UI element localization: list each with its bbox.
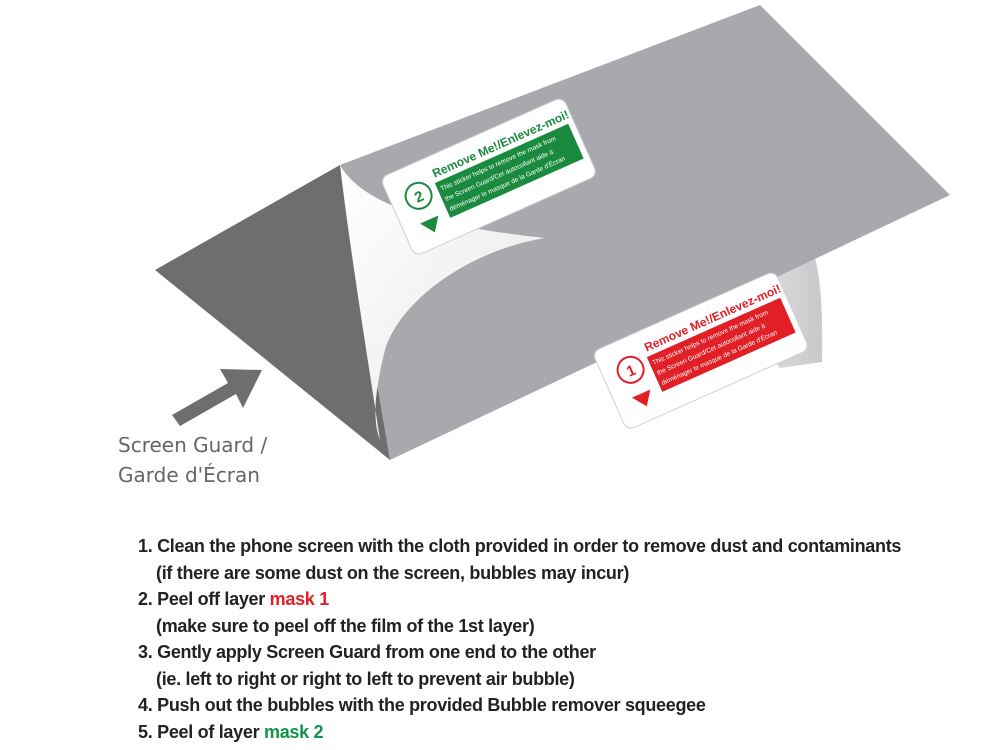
sticker-1-text-box: [646, 297, 796, 392]
sticker-1-number-circle: [616, 355, 645, 384]
caption-line-2: Garde d'Écran: [118, 463, 260, 487]
step-4: 4. Push out the bubbles with the provide…: [138, 695, 706, 715]
step-2: 2. Peel off layer mask 1: [138, 586, 978, 613]
step-1-note: (if there are some dust on the screen, b…: [156, 562, 630, 583]
sticker-1-down-triangle: [632, 389, 651, 407]
pointer-arrow-icon: [172, 369, 262, 426]
step-2-text: 2. Peel off layer: [138, 589, 270, 609]
step-5: 5. Peel of layer mask 2: [138, 719, 978, 746]
peeled-mask-flap: [340, 165, 545, 440]
sticker-2-down-triangle: [420, 215, 439, 233]
step-1: 1. Clean the phone screen with the cloth…: [138, 536, 902, 556]
caption-line-1: Screen Guard /: [118, 433, 268, 457]
step-2-mask-1-highlight: mask 1: [269, 589, 330, 609]
instruction-list: 1. Clean the phone screen with the cloth…: [138, 533, 978, 745]
screen-guard-caption: Screen Guard / Garde d'Écran: [118, 430, 318, 490]
sticker-2-text-box: [434, 123, 584, 218]
step-3-note: (ie. left to right or right to left to p…: [156, 668, 575, 689]
screen-guard-illustration: 2 Remove Me!/Enlevez-moi! This sticker h…: [155, 5, 950, 460]
step-3: 3. Gently apply Screen Guard from one en…: [138, 642, 596, 662]
step-2-note: (make sure to peel off the film of the 1…: [156, 615, 535, 636]
screen-guard-sheet: [340, 5, 950, 460]
step-5-text: 5. Peel of layer: [138, 721, 264, 742]
screen-guard-dark-side: [155, 165, 390, 460]
step-5-mask-2-highlight: mask 2: [263, 721, 324, 742]
sticker-2-number-circle: [404, 181, 433, 210]
